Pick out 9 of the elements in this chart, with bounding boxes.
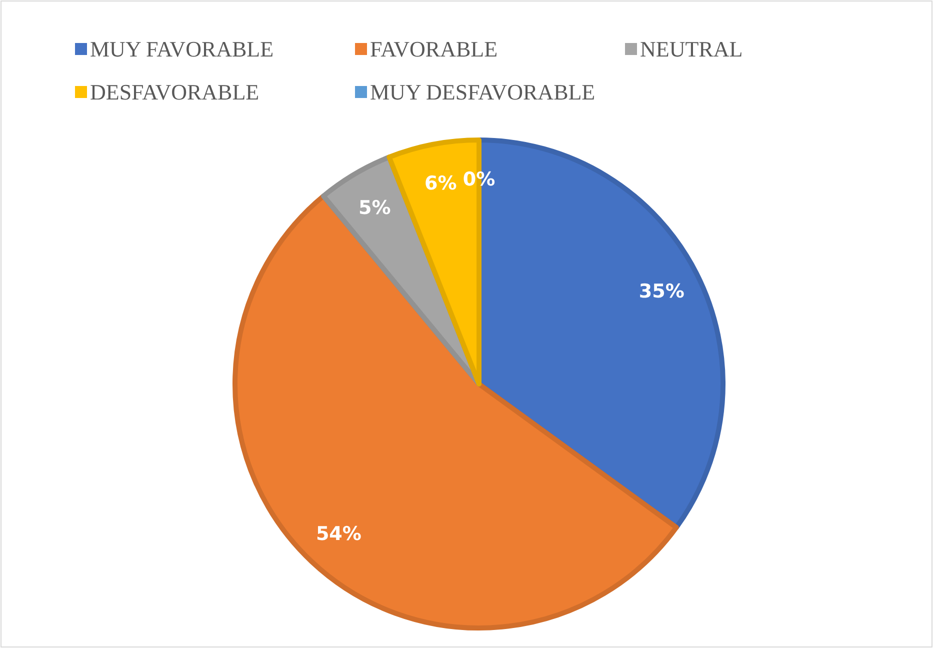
legend-label: DESFAVORABLE [90, 80, 260, 105]
data-label: 35% [638, 280, 684, 303]
legend-label: MUY DESFAVORABLE [370, 80, 596, 105]
data-label: 6% [424, 172, 457, 194]
data-label: 5% [358, 197, 391, 220]
data-label: 54% [316, 523, 362, 546]
legend-label: NEUTRAL [640, 36, 743, 62]
legend-label: MUY FAVORABLE [90, 36, 274, 62]
legend-label: FAVORABLE [370, 36, 498, 62]
